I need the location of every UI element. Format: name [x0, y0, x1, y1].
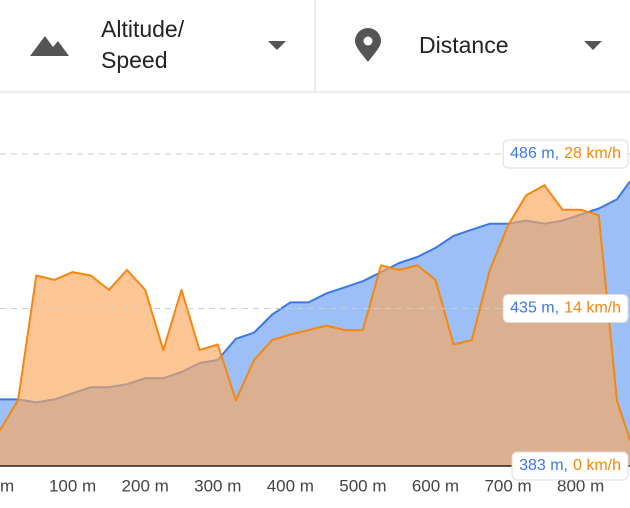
- x-tick-label: 0 m: [0, 476, 14, 495]
- metric-label: Speed: [101, 47, 168, 73]
- y-tick-label: 486 m,: [510, 145, 559, 162]
- label-box: [502, 139, 629, 169]
- axis-dropdown[interactable]: Distance: [355, 28, 602, 62]
- x-tick-label: 200 m: [122, 476, 169, 495]
- metric-dropdown[interactable]: Altitude/ Speed: [30, 16, 286, 73]
- x-tick-label: 300 m: [194, 476, 241, 495]
- value-label: 0 km/h 383 m,: [511, 451, 629, 481]
- value-label: 14 km/h 435 m,: [502, 293, 629, 323]
- area: [0, 185, 630, 466]
- x-tick-label: 600 m: [412, 476, 459, 495]
- x-tick-label: 400 m: [267, 476, 314, 495]
- x-tick-label: 700 m: [484, 476, 531, 495]
- label-box: [511, 451, 629, 481]
- metric-label: Altitude/: [101, 16, 185, 42]
- y-tick-label: 435 m,: [510, 300, 559, 317]
- dropdown-arrow: [268, 41, 286, 50]
- x-tick-label: 500 m: [339, 476, 386, 495]
- label-box: [502, 293, 629, 323]
- line: [0, 184, 630, 441]
- x-tick-label: 800 m: [557, 476, 604, 495]
- x-tick-label: 100 m: [49, 476, 96, 495]
- y2-tick-label: 14 km/h: [564, 300, 621, 317]
- pin-hole: [363, 36, 373, 46]
- dropdown-arrow: [584, 41, 602, 50]
- y2-tick-label: 0 km/h: [573, 457, 621, 474]
- axis-label: Distance: [419, 32, 508, 58]
- mountain-icon: [30, 36, 69, 56]
- value-label: 28 km/h 486 m,: [502, 139, 629, 169]
- y-tick-label: 383 m,: [519, 457, 568, 474]
- y2-tick-label: 28 km/h: [564, 145, 621, 162]
